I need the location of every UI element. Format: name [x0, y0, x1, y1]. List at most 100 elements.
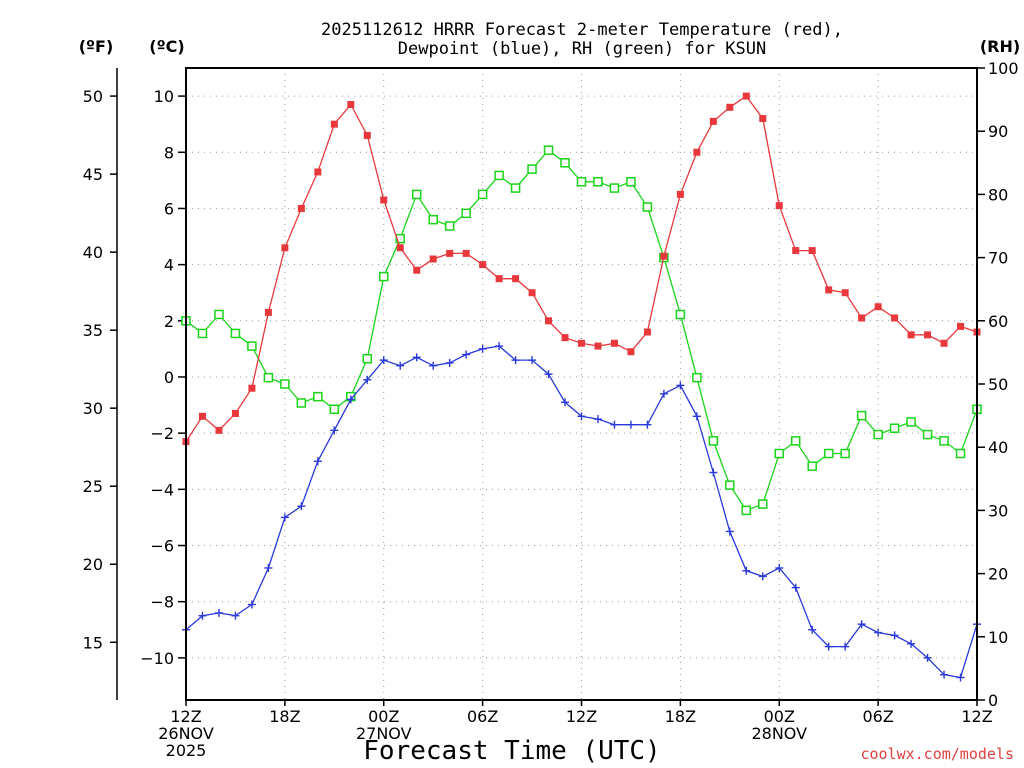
data-point	[873, 429, 883, 440]
data-point	[362, 353, 373, 364]
data-point	[840, 448, 850, 459]
data-point	[313, 457, 322, 466]
data-point	[790, 436, 801, 446]
data-point	[808, 625, 817, 634]
rh-tick-label: 60	[988, 312, 1008, 331]
data-point	[725, 480, 735, 490]
data-point	[676, 381, 685, 390]
fahrenheit-axis: 50 45 40 35 30 25 20 15	[83, 68, 118, 700]
data-point	[379, 356, 388, 365]
data-point	[296, 398, 307, 408]
data-point	[248, 384, 256, 392]
celsius-tick-label: 0	[164, 368, 174, 387]
data-point	[231, 409, 239, 417]
data-point	[363, 131, 371, 139]
data-point	[593, 415, 602, 424]
celsius-tick-label: 10	[154, 87, 174, 106]
data-point	[643, 420, 652, 429]
data-point	[939, 436, 949, 446]
data-point	[198, 611, 207, 620]
data-point	[231, 611, 240, 620]
data-point	[759, 115, 767, 123]
chart-title-line-2: Dewpoint (blue), RH (green) for KSUN	[398, 39, 766, 59]
data-point	[593, 177, 603, 187]
data-point	[889, 423, 900, 433]
data-point	[297, 502, 306, 511]
time-tick-label: 12Z	[170, 707, 201, 726]
data-point	[411, 189, 422, 200]
data-point	[890, 631, 899, 640]
rh-tick-label: 100	[988, 59, 1019, 78]
data-point	[495, 342, 504, 351]
data-point	[429, 255, 437, 263]
data-point	[214, 608, 223, 617]
data-point	[380, 196, 388, 204]
data-point	[923, 653, 932, 662]
data-point	[891, 314, 899, 322]
data-point	[808, 247, 816, 255]
data-point	[709, 468, 718, 477]
data-point	[396, 361, 405, 370]
data-point	[214, 309, 224, 320]
data-point	[495, 275, 503, 283]
data-point	[477, 189, 488, 200]
data-point	[940, 670, 949, 679]
rh-tick-label: 40	[988, 438, 1008, 457]
data-point	[725, 527, 734, 536]
data-point	[874, 628, 883, 637]
data-point	[693, 148, 701, 156]
data-point	[692, 372, 702, 383]
data-point	[247, 341, 257, 351]
time-tick-label: 28NOV	[751, 724, 807, 743]
data-point	[626, 177, 636, 187]
data-point	[545, 317, 553, 325]
rh-tick-label: 30	[988, 501, 1008, 520]
celsius-tick-label: 2	[164, 312, 174, 331]
rh-tick-label: 10	[988, 628, 1008, 647]
data-point	[659, 389, 668, 398]
data-point	[297, 204, 305, 212]
data-point	[263, 372, 274, 383]
rh-tick-label: 20	[988, 565, 1008, 584]
data-point	[478, 344, 487, 353]
x-axis-title: Forecast Time (UTC)	[363, 736, 660, 766]
data-point	[792, 247, 800, 255]
time-tick-label: 06Z	[862, 707, 893, 726]
data-point	[247, 600, 256, 609]
data-point	[956, 673, 965, 682]
data-point	[264, 308, 272, 316]
data-point	[510, 183, 521, 193]
data-point	[758, 572, 767, 581]
time-tick-label: 26NOV	[158, 724, 214, 743]
data-point	[676, 190, 684, 198]
rh-unit-label: (RH)	[980, 37, 1020, 56]
fahrenheit-tick-label: 35	[83, 321, 103, 340]
data-point	[627, 348, 635, 356]
data-point	[494, 170, 504, 181]
data-point	[445, 358, 454, 367]
time-tick-label: 27NOV	[356, 724, 412, 743]
series-layer	[181, 92, 982, 682]
data-point	[924, 331, 932, 339]
celsius-tick-label: 8	[164, 143, 174, 162]
celsius-tick-label: −6	[150, 537, 174, 556]
data-point	[363, 375, 372, 384]
data-point	[544, 370, 553, 379]
data-point	[444, 221, 455, 231]
celsius-tick-label: −8	[150, 593, 174, 612]
data-point	[609, 183, 620, 193]
data-point	[280, 513, 289, 522]
data-point	[446, 249, 454, 257]
data-point	[906, 417, 916, 427]
data-point	[313, 391, 323, 402]
data-point	[198, 412, 206, 420]
rh-tick-label: 0	[988, 691, 998, 710]
rh-tick-label: 70	[988, 249, 1008, 268]
data-point	[856, 410, 867, 421]
celsius-tick-label: 4	[164, 256, 174, 275]
data-point	[692, 412, 701, 421]
data-point	[329, 404, 340, 415]
data-point	[197, 328, 208, 339]
